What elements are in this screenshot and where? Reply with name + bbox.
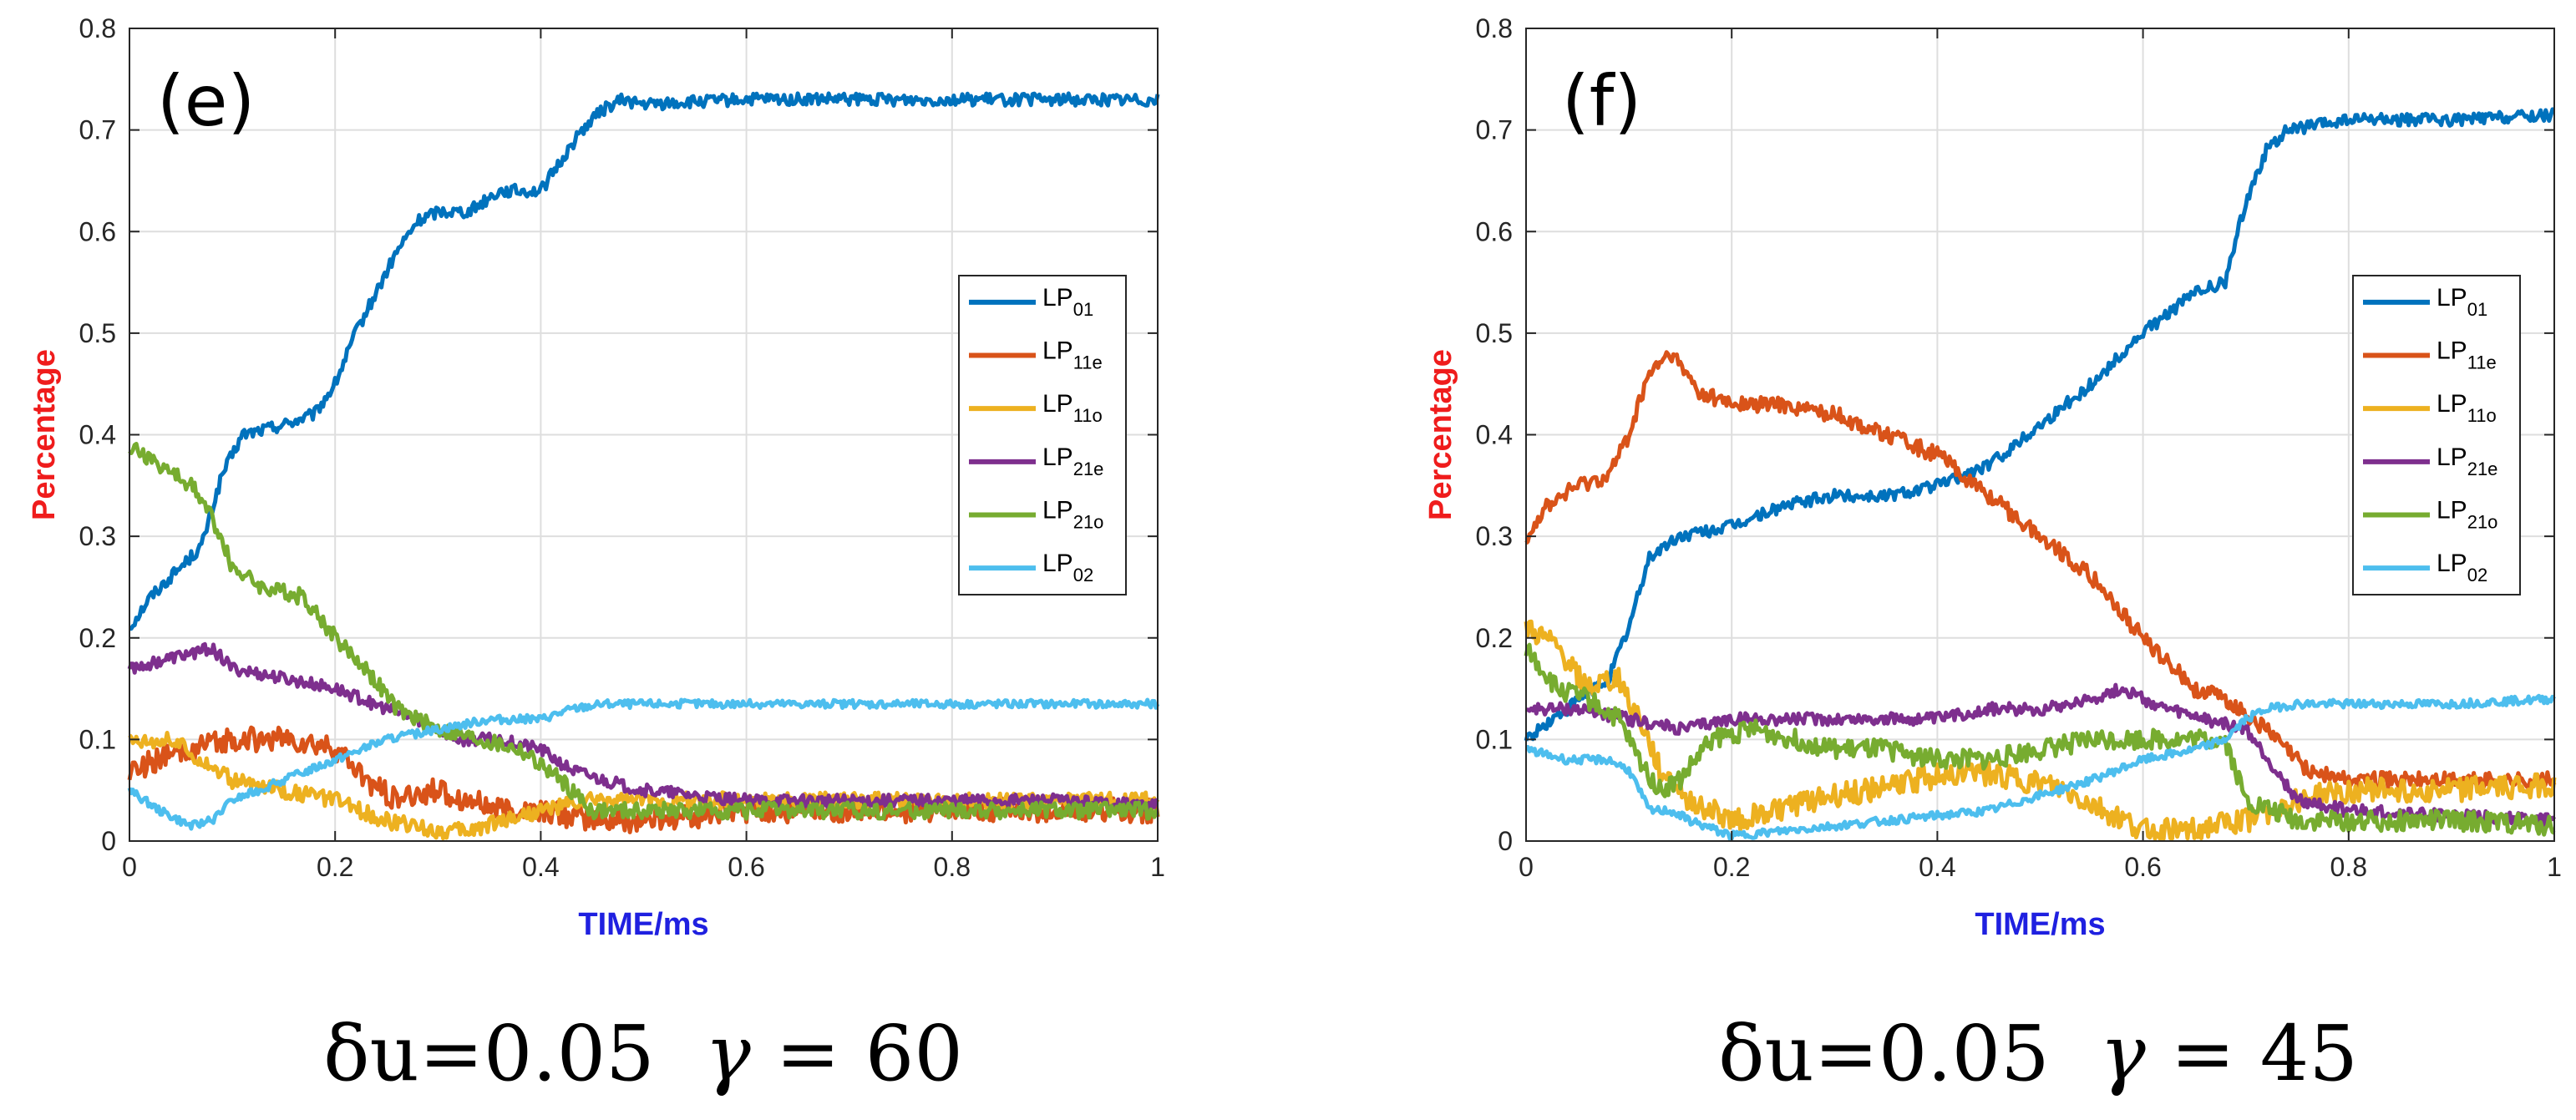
- legend-label-lp21e: LP21e: [2437, 443, 2497, 479]
- y-tick-label: 0: [101, 826, 116, 856]
- y-tick-label: 0.6: [79, 216, 116, 246]
- y-tick-label: 0.4: [1476, 420, 1513, 450]
- panel-label: (f): [1562, 60, 1641, 142]
- y-tick-label: 0.7: [1476, 115, 1513, 145]
- series-line-lp02: [127, 697, 1160, 831]
- legend-label-sub: 21o: [1073, 512, 1104, 533]
- legend-label-main: LP: [1042, 443, 1073, 471]
- legend-label-main: LP: [2437, 284, 2467, 312]
- legend-box: [958, 275, 1127, 595]
- y-tick-label: 0.3: [1476, 521, 1513, 551]
- caption-value: 45: [2260, 1009, 2358, 1098]
- legend-label-main: LP: [2437, 443, 2467, 471]
- y-tick-label: 0.4: [79, 420, 116, 450]
- legend-label-main: LP: [1042, 337, 1073, 365]
- x-tick-label: 0.4: [1919, 852, 1955, 882]
- caption-equals: =: [776, 1009, 840, 1098]
- legend-label-sub: 11o: [2467, 405, 2497, 426]
- series-line-lp21o: [128, 442, 1160, 821]
- legend-label-lp11e: LP11e: [1042, 337, 1103, 373]
- x-tick-label: 0.2: [1713, 852, 1750, 882]
- legend-label-main: LP: [1042, 390, 1073, 418]
- legend-label-lp11o: LP11o: [2437, 390, 2497, 426]
- legend-label-sub: 01: [1073, 299, 1093, 320]
- legend-label-sub: 11o: [1073, 405, 1103, 426]
- legend-label-main: LP: [2437, 497, 2467, 525]
- y-tick-label: 0.1: [79, 724, 116, 754]
- x-tick-label: 0: [1519, 852, 1534, 882]
- chart-panel-e: 0 0.2 0.4 0.6 0.8 1 0 0.1 0.2 0.3 0.4 0.5 0.6 0.7 0.8 T…: [27, 13, 1165, 1098]
- x-tick-label: 1: [2547, 852, 2562, 882]
- x-tick-label: 0: [122, 852, 137, 882]
- y-tick-label: 0.1: [1476, 724, 1513, 754]
- caption-value: 60: [865, 1009, 963, 1098]
- series-line-lp01: [129, 91, 1160, 631]
- series-line-lp01: [1524, 107, 2555, 742]
- legend-label-main: LP: [2437, 337, 2467, 365]
- legend-label-lp01: LP01: [2437, 284, 2487, 320]
- y-tick-label: 0.6: [1476, 216, 1513, 246]
- y-tick-label: 0: [1498, 826, 1513, 856]
- caption-gamma: γ: [705, 1009, 752, 1098]
- legend-label-sub: 02: [2467, 565, 2487, 585]
- series-line-lp21e: [127, 641, 1159, 813]
- caption-gamma: γ: [2100, 1009, 2147, 1098]
- legend-label-main: LP: [1042, 497, 1073, 525]
- legend-label-lp01: LP01: [1042, 284, 1093, 320]
- legend-label-sub: 11e: [1073, 352, 1103, 373]
- x-axis-label: TIME/ms: [578, 907, 708, 942]
- legend-label-sub: 21e: [2467, 459, 2498, 479]
- caption-delta-u: δu=0.05: [323, 1009, 655, 1098]
- y-tick-label: 0.3: [79, 521, 116, 551]
- legend-label-lp02: LP02: [2437, 550, 2487, 585]
- x-tick-label: 0.4: [522, 852, 559, 882]
- legend-label-lp21e: LP21e: [1042, 443, 1103, 479]
- legend-label-sub: 01: [2467, 299, 2487, 320]
- x-tick-label: 0.2: [317, 852, 353, 882]
- x-axis-label: TIME/ms: [1975, 907, 2105, 942]
- panel-label: (e): [157, 60, 255, 142]
- caption-delta-u: δu=0.05: [1718, 1009, 2050, 1098]
- y-tick-label: 0.5: [79, 318, 116, 348]
- x-tick-label: 0.8: [2330, 852, 2367, 882]
- x-tick-label: 1: [1150, 852, 1165, 882]
- series-line-lp02: [1525, 693, 2556, 841]
- x-tick-label: 0.8: [934, 852, 971, 882]
- y-tick-label: 0.8: [1476, 13, 1513, 43]
- legend-box: [2352, 275, 2521, 595]
- legend-label-main: LP: [2437, 390, 2467, 418]
- y-tick-label: 0.2: [1476, 623, 1513, 653]
- caption-equals: =: [2171, 1009, 2235, 1098]
- series-line-lp21o: [1524, 642, 2556, 837]
- series-line-lp11e: [1524, 350, 2557, 790]
- legend-label-sub: 02: [1073, 565, 1093, 585]
- series-line-lp11o: [128, 731, 1160, 841]
- legend-label-main: LP: [2437, 550, 2467, 577]
- legend-label-lp11e: LP11e: [2437, 337, 2497, 373]
- panel-caption: δu=0.05 γ = 45: [1718, 1009, 2358, 1098]
- legend-label-sub: 11e: [2467, 352, 2497, 373]
- y-tick-label: 0.7: [79, 115, 116, 145]
- x-tick-label: 0.6: [2124, 852, 2161, 882]
- y-tick-label: 0.2: [79, 623, 116, 653]
- panel-caption: δu=0.05 γ = 60: [323, 1009, 963, 1098]
- y-axis-label: Percentage: [27, 349, 62, 520]
- legend-label-main: LP: [1042, 284, 1073, 312]
- y-tick-label: 0.5: [1476, 318, 1513, 348]
- chart-panel-f: 0 0.2 0.4 0.6 0.8 1 0 0.1 0.2 0.3 0.4 0.5 0.6 0.7 0.8 T…: [1423, 13, 2562, 1098]
- x-tick-label: 0.6: [728, 852, 764, 882]
- legend-label-sub: 21o: [2467, 512, 2498, 533]
- legend-label-lp02: LP02: [1042, 550, 1093, 585]
- legend-label-lp21o: LP21o: [1042, 497, 1103, 533]
- y-tick-label: 0.8: [79, 13, 116, 43]
- legend-label-main: LP: [1042, 550, 1073, 577]
- legend-label-lp21o: LP21o: [2437, 497, 2497, 533]
- legend-label-sub: 21e: [1073, 459, 1104, 479]
- y-axis-label: Percentage: [1423, 349, 1458, 520]
- legend-label-lp11o: LP11o: [1042, 390, 1103, 426]
